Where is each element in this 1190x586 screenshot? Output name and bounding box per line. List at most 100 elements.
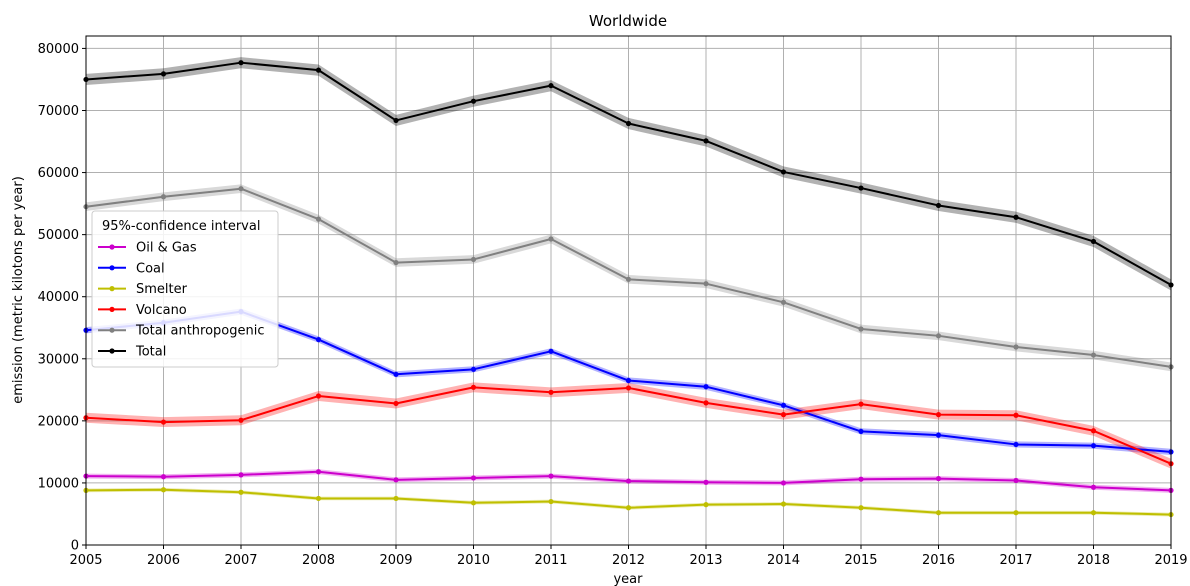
data-point-coal xyxy=(935,432,942,438)
x-tick-label: 2010 xyxy=(457,553,490,568)
x-tick-label: 2017 xyxy=(999,553,1032,568)
x-axis-label: year xyxy=(613,572,643,586)
legend-marker-volcano xyxy=(109,306,115,312)
data-point-smelter xyxy=(858,505,864,511)
x-tick-label: 2011 xyxy=(534,553,567,568)
data-point-coal xyxy=(780,402,787,408)
data-point-coal xyxy=(315,336,322,343)
data-point-oil-gas xyxy=(470,475,477,481)
series-points xyxy=(83,60,1174,518)
x-axis-ticks: 2005 2006 2007 2008 2009 2010 2011 2012 2013 2014… xyxy=(69,545,1188,568)
data-point-total xyxy=(1090,238,1097,245)
data-point-smelter xyxy=(780,501,787,507)
ci-band-volcano xyxy=(86,382,1171,469)
x-tick-label: 2005 xyxy=(69,553,102,568)
data-point-coal xyxy=(1013,441,1019,448)
x-tick-label: 2014 xyxy=(767,553,800,568)
legend-item-oil-gas: Oil & Gas xyxy=(98,241,197,256)
data-point-total-anthropogenic xyxy=(1090,352,1097,358)
data-point-smelter xyxy=(548,498,554,505)
data-point-volcano xyxy=(703,400,709,406)
data-point-smelter xyxy=(470,500,477,506)
legend-marker-oil-gas xyxy=(109,244,115,250)
data-point-volcano xyxy=(1090,428,1097,434)
legend-item-volcano: Volcano xyxy=(98,303,187,318)
data-point-oil-gas xyxy=(1090,484,1097,490)
y-axis-label: emission (metric kilotons per year) xyxy=(11,176,26,404)
legend-label-total-anthropogenic: Total anthropogenic xyxy=(135,324,265,339)
data-point-total xyxy=(780,169,787,175)
data-point-total-anthropogenic xyxy=(548,236,554,242)
data-point-smelter xyxy=(238,489,244,495)
data-point-smelter xyxy=(315,495,322,502)
data-point-volcano xyxy=(160,419,167,425)
x-tick-label: 2012 xyxy=(612,553,645,568)
data-point-coal xyxy=(393,371,399,377)
data-point-total xyxy=(858,185,864,191)
data-point-volcano xyxy=(780,412,787,418)
data-point-total xyxy=(315,67,322,73)
y-tick-label: 40000 xyxy=(38,290,79,305)
x-tick-label: 2009 xyxy=(379,553,412,568)
data-point-oil-gas xyxy=(238,472,244,478)
legend-item-coal: Coal xyxy=(98,261,165,276)
legend-box xyxy=(91,210,279,368)
legend-label-volcano: Volcano xyxy=(136,303,187,318)
data-point-oil-gas xyxy=(703,479,709,485)
data-point-oil-gas xyxy=(160,474,167,480)
y-tick-label: 30000 xyxy=(38,352,79,367)
data-point-total xyxy=(238,60,244,66)
data-point-oil-gas xyxy=(780,480,787,486)
data-point-total-anthropogenic xyxy=(858,326,864,332)
legend-marker-coal xyxy=(109,265,115,271)
x-tick-label: 2018 xyxy=(1077,553,1110,568)
data-point-smelter xyxy=(1090,510,1097,516)
x-tick-label: 2007 xyxy=(224,553,257,568)
legend-label-coal: Coal xyxy=(136,261,165,276)
data-point-smelter xyxy=(1013,510,1019,516)
data-point-total-anthropogenic xyxy=(160,194,167,200)
legend: 95%-confidence interval Oil & Gas Coal Sme… xyxy=(91,210,279,368)
legend-title: 95%-confidence interval xyxy=(102,219,260,234)
y-tick-label: 60000 xyxy=(38,166,79,181)
y-axis-ticks: 0 10000 20000 30000 40000 50000 60000 70000 8000… xyxy=(38,42,86,554)
data-point-oil-gas xyxy=(858,476,864,482)
data-point-total-anthropogenic xyxy=(780,299,787,305)
data-point-total xyxy=(1013,214,1019,220)
data-point-total-anthropogenic xyxy=(935,333,942,339)
data-point-smelter xyxy=(703,502,709,508)
data-point-coal xyxy=(858,428,864,435)
data-point-total-anthropogenic xyxy=(625,276,632,282)
data-point-coal xyxy=(470,366,477,372)
data-point-total-anthropogenic xyxy=(1013,344,1019,350)
data-point-volcano xyxy=(470,384,477,390)
legend-item-total-anthropogenic: Total anthropogenic xyxy=(98,324,265,339)
data-point-coal xyxy=(548,348,554,354)
y-tick-label: 0 xyxy=(71,539,79,554)
data-point-total xyxy=(703,138,709,144)
data-point-volcano xyxy=(625,385,632,391)
data-point-oil-gas xyxy=(935,475,942,482)
legend-label-oil-gas: Oil & Gas xyxy=(136,241,197,256)
data-point-volcano xyxy=(238,417,244,423)
x-tick-label: 2019 xyxy=(1154,553,1187,568)
legend-items: Oil & Gas Coal Smelter Volcano Total anthrop… xyxy=(98,241,265,360)
data-point-total xyxy=(935,202,942,209)
x-tick-label: 2016 xyxy=(922,553,955,568)
data-point-smelter xyxy=(935,510,942,516)
y-tick-label: 10000 xyxy=(38,476,79,491)
data-point-coal xyxy=(625,377,632,384)
data-point-total xyxy=(470,98,477,104)
chart-title: Worldwide xyxy=(589,12,667,30)
data-point-volcano xyxy=(1013,412,1019,418)
data-point-volcano xyxy=(858,401,864,407)
data-point-total xyxy=(548,83,554,89)
legend-item-smelter: Smelter xyxy=(98,282,188,297)
legend-marker-total-anthropogenic xyxy=(109,327,115,333)
data-point-oil-gas xyxy=(548,473,554,479)
data-point-smelter xyxy=(160,487,167,493)
data-point-total-anthropogenic xyxy=(238,186,244,192)
data-point-oil-gas xyxy=(1013,477,1019,484)
x-tick-label: 2008 xyxy=(302,553,335,568)
